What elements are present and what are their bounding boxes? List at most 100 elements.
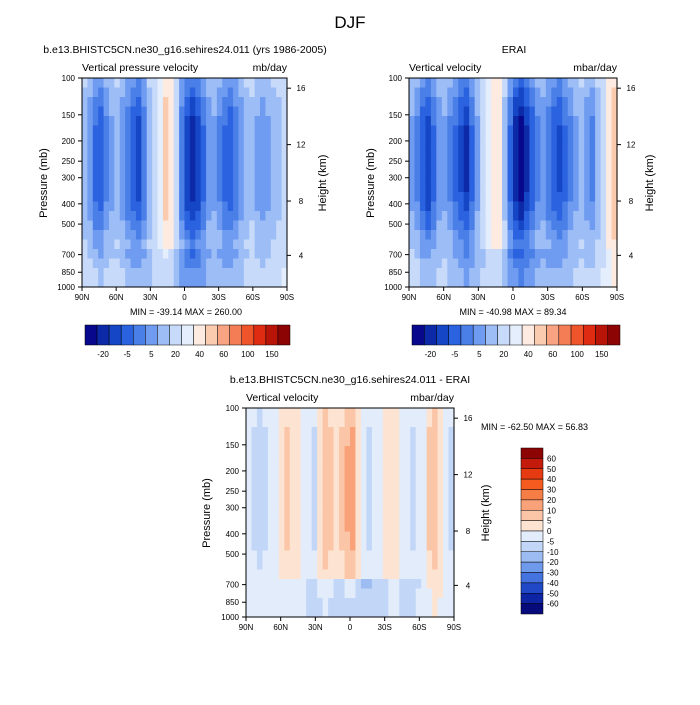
panel-erai-cell (463, 258, 470, 269)
panel-difference-cell (328, 560, 335, 571)
panel-model-cell (189, 220, 196, 231)
panel-difference-ytick-right-label: 16 (464, 414, 473, 423)
panel-model-cell (184, 239, 191, 250)
panel-difference-cell (410, 446, 417, 457)
panel-difference-cell (393, 598, 400, 609)
panel-difference-cell (432, 474, 439, 485)
panel-model-cell (130, 97, 137, 108)
panel-difference-cell (328, 598, 335, 609)
panel-difference-cell (426, 503, 433, 514)
panel-erai-cell (507, 163, 514, 174)
panel-difference-cell (311, 598, 318, 609)
panel-difference-cell (306, 588, 313, 599)
panel-erai-cell (425, 106, 432, 117)
panel-erai-cell (458, 87, 465, 98)
panel-difference-cell (350, 484, 357, 495)
panel-model-cell (238, 125, 245, 136)
panel-difference-cell (382, 569, 389, 580)
panel-erai-cell (425, 258, 432, 269)
panel-difference-cell (251, 417, 258, 428)
panel-difference-cell (273, 598, 280, 609)
panel-difference-cell (437, 484, 444, 495)
panel-erai-cell (491, 173, 498, 184)
panel-erai-cell (513, 220, 520, 231)
panel-erai-cell (480, 106, 487, 117)
panel-difference-cell (273, 484, 280, 495)
panel-model-cell (216, 144, 223, 155)
panel-difference-cell (410, 579, 417, 590)
panel-erai-cell (540, 201, 547, 212)
panel-erai-cell (469, 173, 476, 184)
panel-model-cell (222, 192, 229, 203)
panel-erai-cell (419, 192, 427, 203)
panel-model-cell (114, 211, 121, 222)
panel-model-cell (270, 192, 277, 203)
panel-model-cell (103, 97, 110, 108)
panel-model-cell (87, 154, 94, 165)
panel-erai-cell (573, 268, 580, 279)
panel-erai-cell (496, 249, 503, 260)
panel-difference-cell (256, 455, 264, 466)
panel-difference-cell (393, 531, 400, 542)
panel-model-cell (130, 154, 137, 165)
panel-erai-cell (589, 192, 596, 203)
panel-erai-cell (589, 249, 596, 260)
panel-erai-cell (545, 135, 552, 146)
panel-difference-cell (393, 588, 400, 599)
panel-model-cell (141, 201, 148, 212)
panel-model-cell (216, 106, 223, 117)
panel-difference-cell (289, 474, 296, 485)
panel-difference-cell (344, 550, 351, 561)
panel-difference-cell (437, 550, 444, 561)
panel-difference-cell (410, 417, 417, 428)
panel-difference-cell (317, 427, 324, 438)
panel-difference-cell (328, 550, 335, 561)
panel-difference-cell (278, 455, 285, 466)
panel-difference-cell (289, 417, 296, 428)
panel-erai-cell (600, 78, 607, 89)
panel-model-cell (270, 154, 277, 165)
panel-erai-cell (578, 135, 585, 146)
panel-difference-cell (415, 455, 422, 466)
panel-model-cell (265, 78, 272, 89)
panel-difference-cell (371, 465, 378, 476)
panel-model-xtick-label: 60S (246, 293, 260, 302)
panel-model-cell (276, 277, 283, 288)
panel-model-cell (184, 163, 191, 174)
panel-model-cell (162, 125, 169, 136)
panel-erai-cell (491, 211, 498, 222)
panel-erai-cell (551, 116, 558, 127)
panel-model-cell (146, 125, 153, 136)
panel-erai-cell (529, 230, 536, 241)
panel-erai-cell (447, 230, 454, 241)
panel-difference-cell (377, 569, 384, 580)
panel-model-cell (211, 230, 218, 241)
panel-difference-cell (333, 465, 340, 476)
panel-difference-cell (377, 503, 384, 514)
panel-erai-cell (414, 249, 421, 260)
panel-erai-cell (589, 78, 596, 89)
panel-difference-cell (295, 607, 302, 618)
panel-erai-cell (513, 277, 520, 288)
panel-difference-cell (443, 598, 450, 609)
panel-erai-cell (534, 97, 541, 108)
panel-erai-cell (534, 116, 541, 127)
panel-erai-cell (474, 258, 481, 269)
panel-erai-cell (595, 239, 602, 250)
panel-erai-cell (534, 154, 541, 165)
panel-erai-cell (562, 258, 569, 269)
panel-erai-cell (409, 220, 416, 231)
panel-difference-cell (437, 427, 444, 438)
panel-model-cell (222, 125, 229, 136)
panel-model-cell (141, 258, 148, 269)
panel-model-cell (254, 182, 261, 193)
panel-erai-cell (447, 163, 454, 174)
panel-model-cell (222, 78, 229, 89)
panel-erai: ERAI Vertical velocity mbar/day Pressure… (365, 44, 656, 359)
panel-model-cell (243, 258, 250, 269)
panel-model-cell (227, 173, 234, 184)
panel-difference-cell (350, 541, 357, 552)
panel-erai-cell (469, 249, 476, 260)
panel-difference-cell (350, 588, 357, 599)
panel-difference-cell (311, 436, 318, 447)
